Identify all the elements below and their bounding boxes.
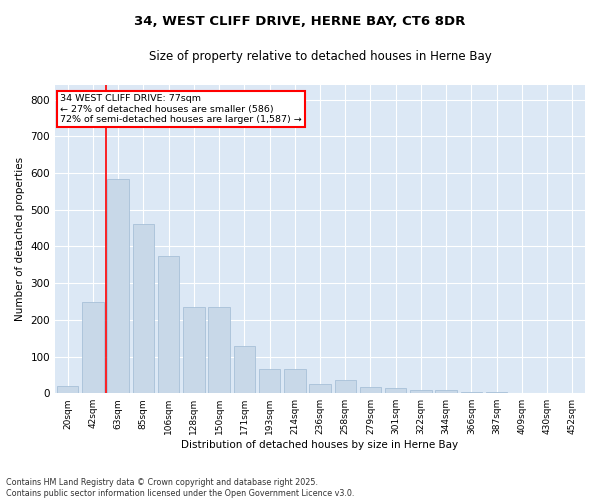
Title: Size of property relative to detached houses in Herne Bay: Size of property relative to detached ho… bbox=[149, 50, 491, 63]
Bar bbox=[133, 224, 154, 393]
Bar bbox=[410, 390, 431, 393]
Bar bbox=[360, 386, 381, 393]
Y-axis label: Number of detached properties: Number of detached properties bbox=[15, 157, 25, 321]
X-axis label: Distribution of detached houses by size in Herne Bay: Distribution of detached houses by size … bbox=[181, 440, 458, 450]
Bar bbox=[57, 386, 79, 393]
Bar bbox=[107, 178, 129, 393]
Bar bbox=[461, 392, 482, 393]
Text: 34, WEST CLIFF DRIVE, HERNE BAY, CT6 8DR: 34, WEST CLIFF DRIVE, HERNE BAY, CT6 8DR bbox=[134, 15, 466, 28]
Bar bbox=[158, 256, 179, 393]
Bar bbox=[233, 346, 255, 393]
Text: Contains HM Land Registry data © Crown copyright and database right 2025.
Contai: Contains HM Land Registry data © Crown c… bbox=[6, 478, 355, 498]
Bar bbox=[82, 302, 104, 393]
Bar bbox=[259, 370, 280, 393]
Bar bbox=[183, 307, 205, 393]
Bar bbox=[385, 388, 406, 393]
Bar bbox=[208, 307, 230, 393]
Bar bbox=[335, 380, 356, 393]
Bar bbox=[284, 370, 305, 393]
Bar bbox=[309, 384, 331, 393]
Bar bbox=[436, 390, 457, 393]
Text: 34 WEST CLIFF DRIVE: 77sqm
← 27% of detached houses are smaller (586)
72% of sem: 34 WEST CLIFF DRIVE: 77sqm ← 27% of deta… bbox=[61, 94, 302, 124]
Bar bbox=[486, 392, 508, 393]
